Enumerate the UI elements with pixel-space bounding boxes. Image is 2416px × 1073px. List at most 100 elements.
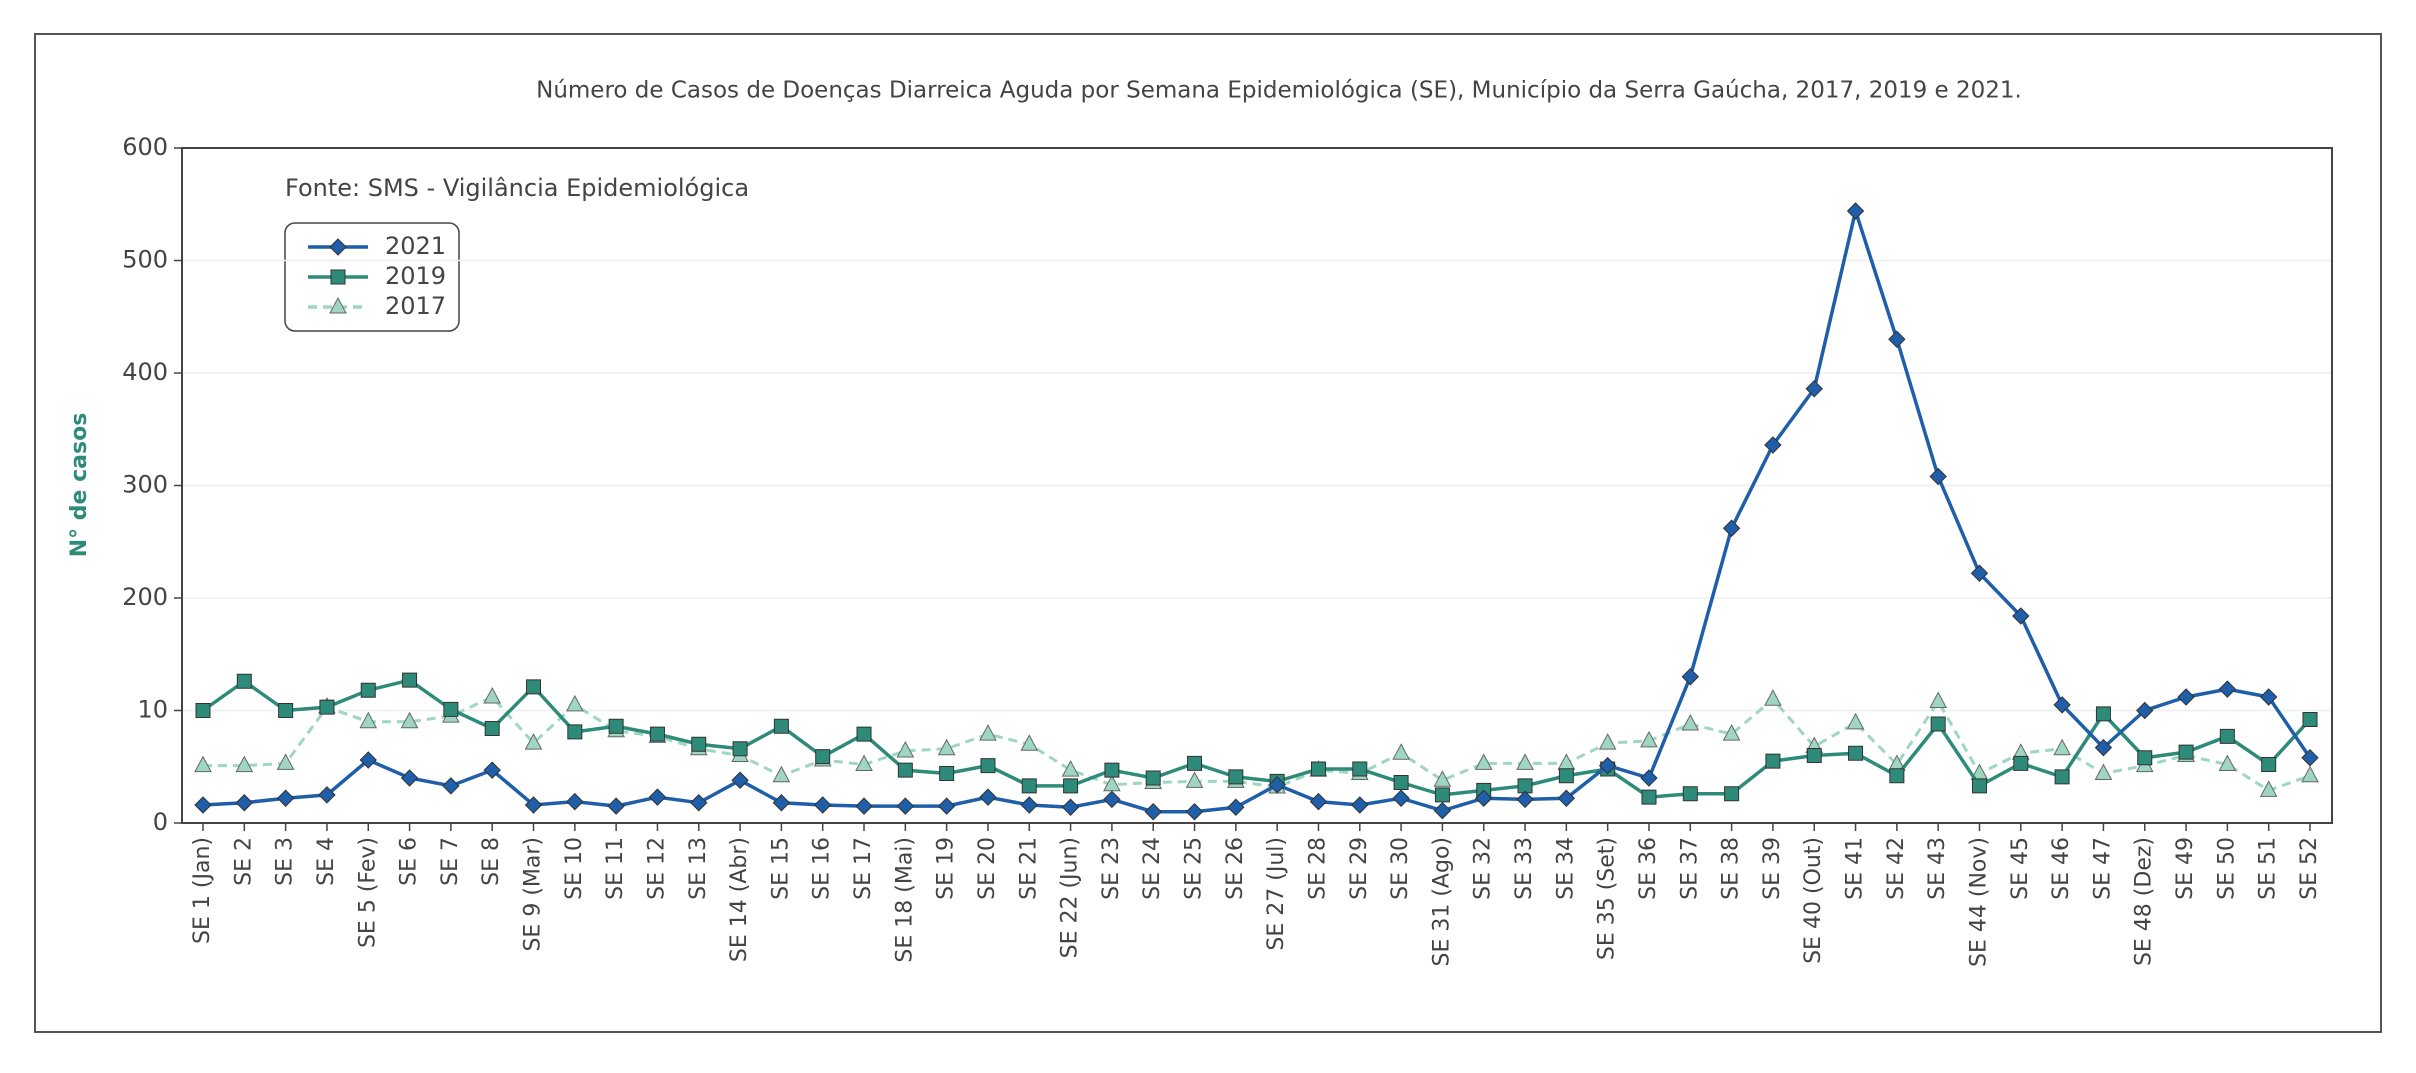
x-tick-label: SE 43: [1925, 837, 1950, 900]
y-tick-label: 300: [122, 471, 168, 499]
legend-label: 2017: [385, 292, 446, 320]
point: [1474, 753, 1493, 770]
x-tick-label: SE 40 (Out): [1801, 837, 1826, 964]
point: [648, 788, 667, 806]
point: [731, 771, 749, 789]
point: [235, 755, 254, 773]
point: [2012, 607, 2030, 625]
legend-marker: [329, 296, 347, 314]
x-tick-label: SE 37: [1677, 837, 1702, 900]
point: [1433, 770, 1452, 787]
series-line: [203, 695, 2311, 793]
x-tick-label: SE 52: [2297, 837, 2322, 900]
x-tick-label: SE 32: [1471, 837, 1496, 900]
point: [815, 749, 831, 765]
point: [1185, 771, 1204, 788]
point: [567, 724, 583, 740]
x-tick-label: SE 34: [1553, 837, 1578, 900]
point: [1681, 713, 1700, 731]
point: [2013, 755, 2029, 771]
point: [1227, 798, 1245, 816]
point: [2095, 706, 2111, 722]
point: [1888, 330, 1906, 348]
y-tick-label: 200: [122, 583, 168, 611]
point: [1846, 712, 1865, 730]
point: [1516, 790, 1534, 809]
point: [1310, 761, 1326, 777]
point: [1351, 796, 1369, 814]
x-tick-label: SE 26: [1223, 837, 1248, 900]
point: [278, 703, 294, 718]
x-tick-label: SE 5 (Fev): [355, 837, 380, 948]
x-tick-label: SE 38: [1719, 837, 1744, 900]
point: [360, 682, 376, 698]
point: [318, 786, 336, 804]
series-line: [202, 204, 2312, 814]
point: [2177, 688, 2195, 706]
x-tick-label: SE 17: [851, 837, 876, 900]
point: [2137, 750, 2153, 766]
point: [1724, 786, 1740, 802]
point: [1392, 789, 1410, 807]
point: [1268, 776, 1286, 794]
frame: [34, 33, 2382, 1033]
x-tick-label: SE 2: [231, 837, 256, 886]
point: [1434, 787, 1450, 803]
point: [1020, 734, 1039, 751]
x-tick-label: SE 10: [562, 837, 587, 900]
x-tick-label: SE 29: [1347, 837, 1372, 900]
x-tick-label: SE 23: [1099, 837, 1124, 900]
point: [1722, 724, 1741, 741]
legend-label: 2021: [385, 232, 446, 260]
point: [566, 792, 584, 811]
x-tick-label: SE 20: [975, 837, 1000, 900]
x-tick-label: SE 50: [2214, 837, 2239, 900]
point: [939, 766, 955, 781]
x-tick-label: SE 4: [314, 837, 339, 886]
point: [2259, 688, 2278, 706]
legend-marker: [330, 269, 346, 285]
legend-marker: [329, 238, 347, 256]
point: [1103, 790, 1121, 809]
point: [400, 769, 419, 787]
point: [2302, 712, 2318, 727]
point: [856, 726, 872, 742]
x-tick-label: SE 41: [1843, 837, 1868, 900]
x-tick-label: SE 30: [1388, 837, 1413, 900]
point: [1021, 778, 1037, 794]
point: [2053, 696, 2071, 714]
legend-label: 2019: [385, 262, 446, 290]
x-tick-label: SE 48 (Dez): [2132, 837, 2157, 966]
point: [2301, 765, 2319, 783]
point: [1681, 668, 1700, 686]
y-tick-label: 600: [122, 133, 168, 161]
point: [1640, 730, 1658, 748]
y-tick-label: 400: [122, 358, 168, 386]
point: [2301, 749, 2319, 767]
x-tick-label: SE 1 (Jan): [190, 837, 215, 944]
x-tick-label: SE 14 (Abr): [727, 837, 752, 962]
point: [195, 703, 211, 718]
point: [359, 751, 377, 769]
point: [483, 761, 501, 779]
point: [2178, 744, 2194, 760]
point: [896, 740, 915, 758]
point: [1682, 786, 1698, 802]
point: [442, 777, 460, 795]
annotation: Fonte: SMS - Vigilância Epidemiológica: [285, 174, 749, 202]
x-tick-label: SE 15: [768, 837, 793, 900]
x-tick-label: SE 18 (Mai): [892, 837, 917, 963]
point: [1558, 768, 1574, 784]
y-tick-label: 0: [153, 808, 168, 836]
x-tick-label: SE 21: [1016, 837, 1041, 900]
point: [1557, 789, 1576, 807]
series-line: [201, 678, 2312, 799]
point: [2218, 754, 2237, 771]
point: [732, 741, 748, 757]
point: [2136, 701, 2154, 720]
point: [1930, 716, 1946, 732]
x-tick-label: SE 3: [273, 837, 298, 886]
x-tick-label: SE 24: [1140, 837, 1165, 900]
point: [772, 794, 791, 812]
point: [979, 788, 997, 806]
